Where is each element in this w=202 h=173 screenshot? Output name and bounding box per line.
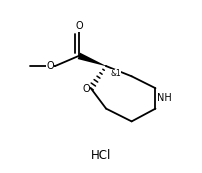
Text: &1: &1 xyxy=(110,70,121,79)
Text: HCl: HCl xyxy=(91,149,111,162)
Text: O: O xyxy=(46,61,54,71)
Polygon shape xyxy=(78,53,106,66)
Text: O: O xyxy=(75,21,83,31)
Text: O: O xyxy=(82,84,90,94)
Text: NH: NH xyxy=(157,93,171,103)
